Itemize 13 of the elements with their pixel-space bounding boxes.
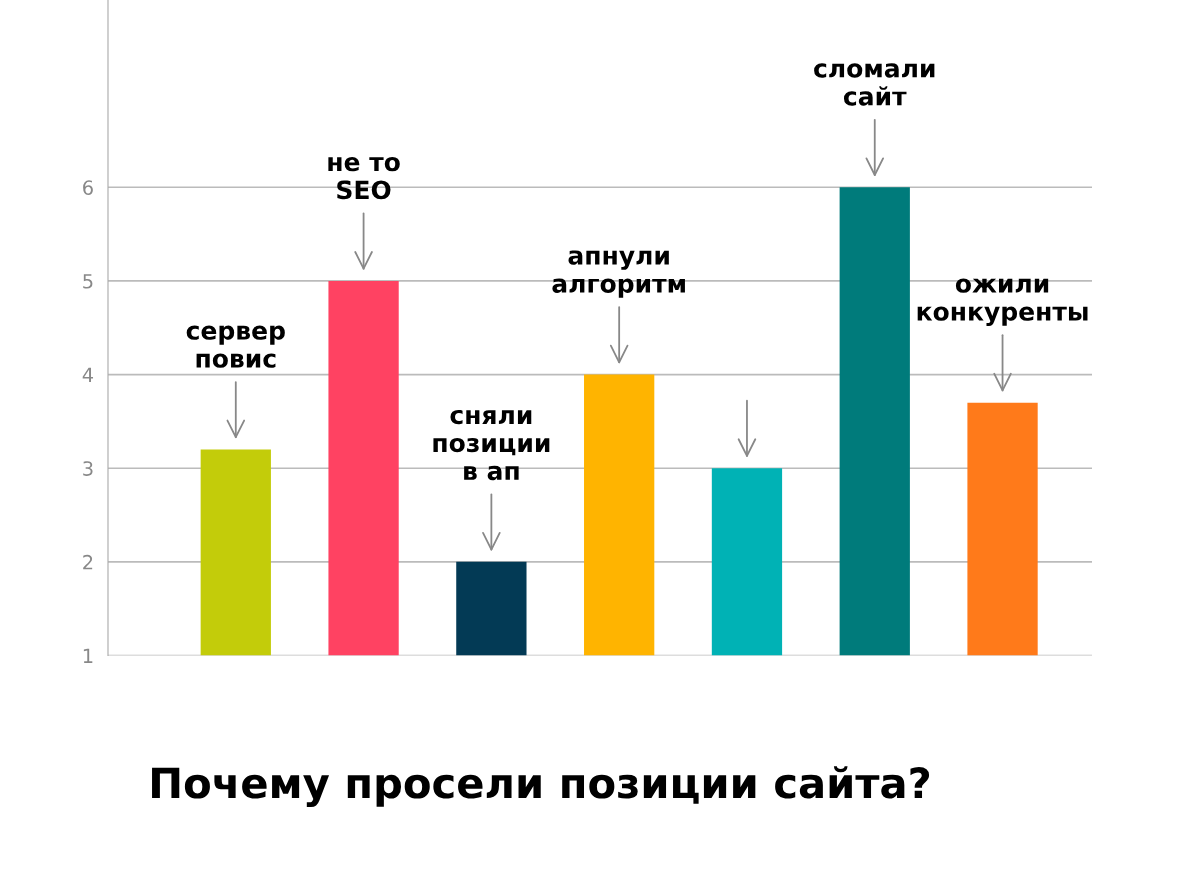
x-tick-label: апнули алгоритм: [552, 250, 685, 298]
x-tick-label: сняли позиции в ап: [433, 409, 550, 481]
y-tick-label: 1: [83, 648, 93, 663]
y-tick-label: 6: [83, 180, 93, 195]
x-tick-label: ожили конкуренты: [917, 278, 1088, 326]
x-tick-label: сломали сайт: [814, 63, 935, 106]
y-tick-label: 2: [83, 554, 93, 570]
x-tick-label: сервер повис: [186, 325, 285, 368]
text: Почему просели позиции сайта?: [152, 766, 930, 808]
x-tick-label: не то SEO: [328, 156, 400, 200]
y-tick-label: 4: [82, 367, 94, 382]
y-tick-label: 5: [83, 274, 93, 289]
y-tick-label: 3: [83, 461, 93, 476]
